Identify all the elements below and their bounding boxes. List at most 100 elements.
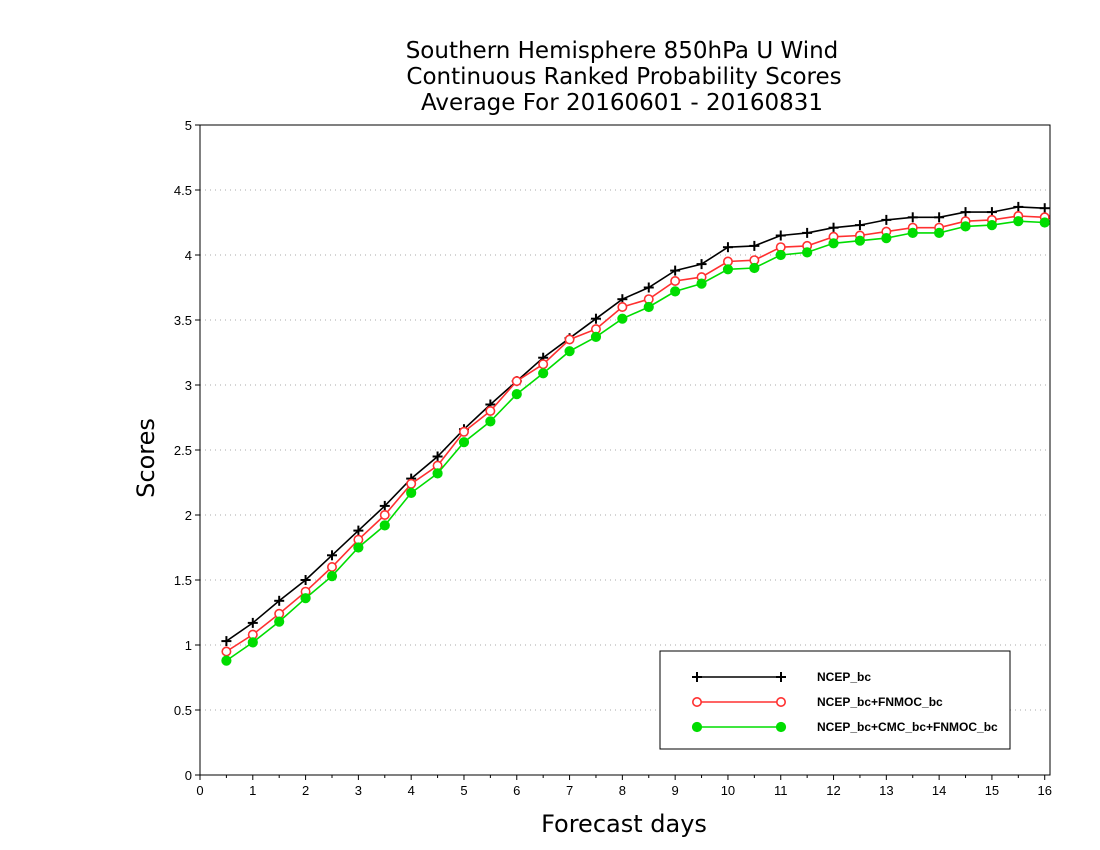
data-point — [854, 235, 866, 246]
y-tick-label: 3.5 — [174, 313, 192, 328]
y-tick-label: 1.5 — [174, 573, 192, 588]
data-point — [353, 525, 364, 536]
data-point — [881, 214, 892, 225]
data-point — [247, 637, 258, 648]
data-point — [300, 593, 311, 604]
data-point — [907, 227, 918, 238]
y-tick-label: 0.5 — [174, 703, 192, 718]
series-line — [225, 220, 1045, 662]
legend-marker — [775, 721, 787, 733]
data-point — [670, 265, 681, 276]
data-point — [538, 368, 549, 379]
data-point — [379, 500, 390, 511]
data-point — [300, 575, 311, 585]
legend-label: NCEP_bc+CMC_bc+FNMOC_bc — [817, 720, 998, 734]
data-point — [775, 249, 786, 261]
data-point — [590, 331, 602, 342]
x-tick-label: 6 — [513, 783, 520, 798]
data-point — [274, 616, 285, 627]
chart-title-line-1: Southern Hemisphere 850hPa U Wind — [406, 38, 839, 64]
data-point — [828, 238, 839, 249]
data-point — [564, 346, 575, 357]
data-point — [670, 275, 681, 286]
data-point — [458, 426, 469, 437]
legend-marker — [775, 696, 786, 707]
x-tick-label: 16 — [1037, 783, 1051, 798]
data-point — [1039, 217, 1050, 228]
data-point — [722, 264, 734, 275]
data-point — [722, 242, 733, 253]
data-point — [934, 212, 945, 223]
data-point — [379, 520, 390, 531]
data-point — [802, 247, 813, 258]
x-tick-label: 11 — [774, 783, 788, 798]
x-tick-label: 12 — [826, 783, 840, 798]
data-point — [1013, 201, 1024, 212]
legend-marker — [692, 672, 702, 682]
data-point — [432, 451, 443, 462]
data-point — [907, 212, 918, 223]
legend-entry-0: NCEP_bc — [692, 670, 871, 684]
y-tick-label: 2 — [185, 508, 192, 523]
x-tick-label: 2 — [302, 783, 309, 798]
data-point — [564, 334, 575, 345]
y-tick-label: 5 — [185, 118, 192, 133]
legend: NCEP_bc NCEP_bc+FNMOC_bc NCEP_bc+CMC_bc+FN… — [659, 650, 1011, 750]
data-point — [353, 542, 364, 553]
axis-ticks: 00.511.522.533.544.550 1 2 3 4 5 6 7 8 9 10 11 12 13 1… — [174, 118, 1052, 798]
series-1 — [221, 211, 1050, 657]
data-point — [458, 437, 470, 448]
data-point — [802, 227, 813, 238]
data-point — [960, 221, 971, 232]
data-point — [538, 359, 549, 370]
x-tick-label: 0 — [196, 783, 203, 798]
data-point — [828, 222, 839, 233]
y-axis-label: Scores — [132, 418, 160, 498]
legend-label: NCEP_bc+FNMOC_bc — [817, 695, 943, 709]
data-point — [696, 278, 707, 289]
data-point — [590, 313, 601, 324]
data-point — [406, 478, 417, 489]
data-point — [749, 240, 760, 251]
data-point — [960, 207, 971, 218]
data-point — [326, 571, 338, 582]
data-point — [511, 376, 522, 387]
x-tick-label: 4 — [408, 783, 415, 798]
data-point — [854, 220, 865, 231]
data-point — [406, 487, 417, 498]
legend-box — [659, 650, 1011, 750]
data-point — [934, 227, 945, 238]
legend-marker — [691, 696, 702, 707]
series-line — [225, 215, 1045, 653]
x-tick-label: 10 — [721, 783, 735, 798]
data-point — [643, 301, 654, 313]
y-tick-label: 3 — [185, 378, 192, 393]
series-0 — [221, 201, 1050, 647]
x-tick-label: 3 — [355, 783, 362, 798]
data-point — [511, 389, 522, 400]
data-point — [1013, 216, 1024, 227]
y-tick-label: 2.5 — [174, 443, 192, 458]
data-point — [247, 617, 258, 628]
y-tick-label: 4 — [185, 248, 192, 263]
x-tick-label: 15 — [985, 783, 999, 798]
x-tick-label: 5 — [460, 783, 467, 798]
chart-title-line-2: Continuous Ranked Probability Scores — [406, 64, 841, 90]
legend-label: NCEP_bc — [817, 670, 871, 684]
data-point — [617, 313, 628, 324]
series-group — [221, 201, 1050, 666]
legend-marker — [776, 672, 786, 682]
series-line — [225, 206, 1045, 642]
x-tick-label: 1 — [249, 783, 256, 798]
data-point — [1039, 203, 1050, 214]
y-tick-label: 4.5 — [174, 183, 192, 198]
data-point — [617, 301, 628, 312]
x-axis-label: Forecast days — [541, 810, 707, 838]
x-tick-label: 7 — [566, 783, 573, 798]
data-point — [221, 636, 232, 647]
data-point — [986, 220, 998, 231]
data-point — [775, 230, 786, 241]
data-point — [485, 405, 496, 416]
data-point — [696, 259, 707, 270]
